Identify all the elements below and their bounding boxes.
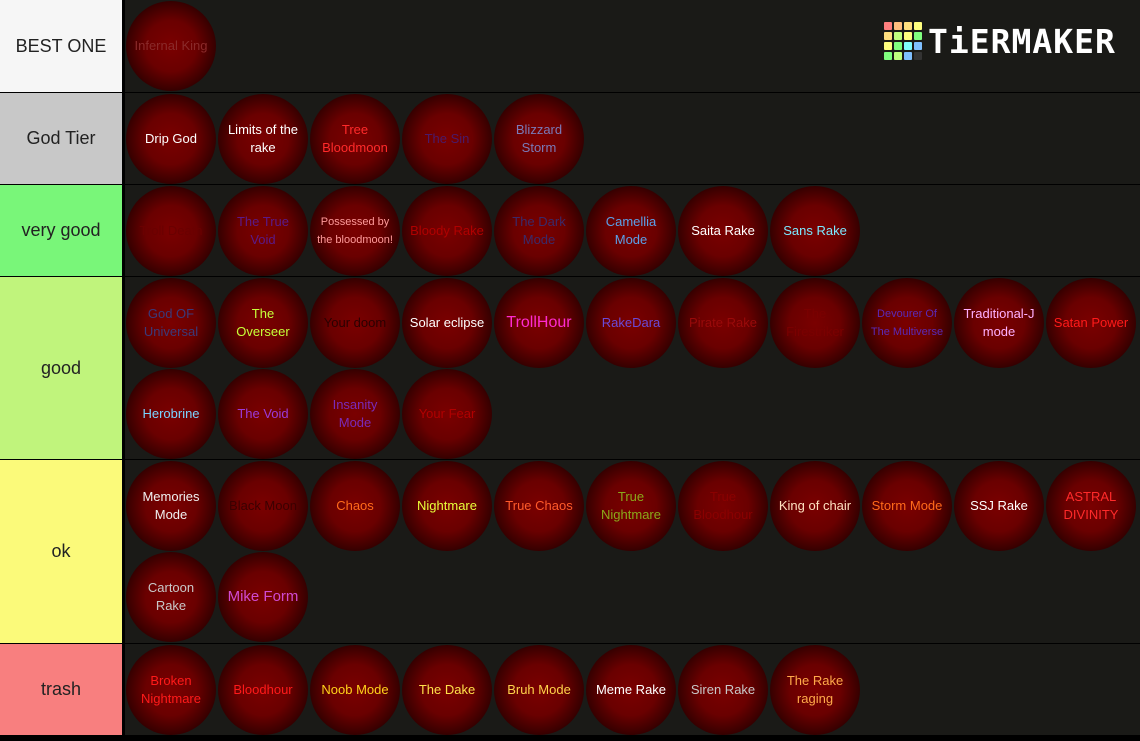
tier-item[interactable]: Limits of the rake xyxy=(218,94,308,184)
tier-row: ok Memories Mode Black Moon Chaos Nightmare T… xyxy=(0,460,1140,643)
tier-row: good God OF Universal The Overseer Your doo… xyxy=(0,277,1140,459)
tier-item[interactable]: SSJ Rake xyxy=(954,461,1044,551)
tier-item[interactable]: Infernal King xyxy=(126,1,216,91)
tiermaker-logo: TiERMAKER xyxy=(884,20,1116,62)
tier-item[interactable]: Black Moon xyxy=(218,461,308,551)
logo-grid-cell xyxy=(884,52,892,60)
tier-item[interactable]: The Overseer xyxy=(218,278,308,368)
tier-item[interactable]: RakeDara xyxy=(586,278,676,368)
tier-item[interactable]: The Dake xyxy=(402,645,492,735)
tier-row: trash Broken Nightmare Bloodhour Noob Mode T… xyxy=(0,644,1140,735)
logo-grid-cell xyxy=(914,32,922,40)
tier-item[interactable]: Your Fear xyxy=(402,369,492,459)
tier-row: BEST ONE Infernal King xyxy=(0,0,1140,92)
tier-item[interactable]: The Void xyxy=(218,369,308,459)
tier-item[interactable]: Saita Rake xyxy=(678,186,768,276)
logo-grid-cell xyxy=(904,42,912,50)
tier-label[interactable]: God Tier xyxy=(0,93,123,184)
tier-item[interactable]: Memories Mode xyxy=(126,461,216,551)
tier-items-area: Infernal King xyxy=(125,0,1140,92)
tier-item[interactable]: The Sin xyxy=(402,94,492,184)
logo-grid-cell xyxy=(884,42,892,50)
tier-item[interactable]: Mike Form xyxy=(218,552,308,642)
tier-item[interactable]: True Chaos xyxy=(494,461,584,551)
tier-item[interactable]: TrollHour xyxy=(494,278,584,368)
tier-item[interactable]: Tree Bloodmoon xyxy=(310,94,400,184)
tier-row: God Tier Drip God Limits of the rake Tree B… xyxy=(0,93,1140,184)
tier-item[interactable]: Traditional-J mode xyxy=(954,278,1044,368)
tier-items-area: Drip God Limits of the rake Tree Bloodmoon… xyxy=(125,93,1140,184)
tier-item[interactable]: Camellia Mode xyxy=(586,186,676,276)
logo-grid-cell xyxy=(904,32,912,40)
logo-grid-cell xyxy=(894,22,902,30)
logo-grid-cell xyxy=(904,52,912,60)
tier-item[interactable]: Herobrine xyxy=(126,369,216,459)
tier-label[interactable]: very good xyxy=(0,185,123,276)
logo-grid-cell xyxy=(884,32,892,40)
tier-item[interactable]: Sans Rake xyxy=(770,186,860,276)
tier-item[interactable]: The Rake raging xyxy=(770,645,860,735)
logo-grid-cell xyxy=(914,42,922,50)
tier-row: very good Troll Death The True Void Possess… xyxy=(0,185,1140,276)
tier-item[interactable]: The Firestriker xyxy=(770,278,860,368)
tier-items-area: Troll Death The True Void Possessed by the… xyxy=(125,185,1140,276)
tier-item[interactable]: God OF Universal xyxy=(126,278,216,368)
tier-item[interactable]: The True Void xyxy=(218,186,308,276)
tier-item[interactable]: Devourer Of The Multiverse xyxy=(862,278,952,368)
tier-item[interactable]: Pirate Rake xyxy=(678,278,768,368)
tier-items-area: Memories Mode Black Moon Chaos Nightmare Tru… xyxy=(125,460,1140,643)
tier-item[interactable]: Your doom xyxy=(310,278,400,368)
tier-item[interactable]: Nightmare xyxy=(402,461,492,551)
tier-label[interactable]: good xyxy=(0,277,123,459)
tier-label[interactable]: ok xyxy=(0,460,123,643)
logo-text: TiERMAKER xyxy=(928,21,1116,61)
logo-grid-cell xyxy=(894,42,902,50)
tier-item[interactable]: Blizzard Storm xyxy=(494,94,584,184)
tier-item[interactable]: True Bloodhour xyxy=(678,461,768,551)
tier-item[interactable]: Bloody Rake xyxy=(402,186,492,276)
tier-item[interactable]: Solar eclipse xyxy=(402,278,492,368)
logo-grid-cell xyxy=(884,22,892,30)
tier-item[interactable]: Chaos xyxy=(310,461,400,551)
tier-item[interactable]: Noob Mode xyxy=(310,645,400,735)
tier-items-area: God OF Universal The Overseer Your doom Sol… xyxy=(125,277,1140,459)
tier-item[interactable]: Satan Power xyxy=(1046,278,1136,368)
tier-item[interactable]: Bruh Mode xyxy=(494,645,584,735)
tier-label[interactable]: BEST ONE xyxy=(0,0,123,92)
tier-item[interactable]: Storm Mode xyxy=(862,461,952,551)
logo-grid-cell xyxy=(914,22,922,30)
tier-item[interactable]: Bloodhour xyxy=(218,645,308,735)
logo-grid-cell xyxy=(914,52,922,60)
tier-item[interactable]: Cartoon Rake xyxy=(126,552,216,642)
tier-item[interactable]: Meme Rake xyxy=(586,645,676,735)
logo-grid-cell xyxy=(904,22,912,30)
tier-item[interactable]: ASTRAL DIVINITY xyxy=(1046,461,1136,551)
tier-item[interactable]: Siren Rake xyxy=(678,645,768,735)
tier-item[interactable]: King of chair xyxy=(770,461,860,551)
logo-grid-icon xyxy=(884,22,922,60)
tier-item[interactable]: The Dark Mode xyxy=(494,186,584,276)
tier-item[interactable]: Insanity Mode xyxy=(310,369,400,459)
tier-item[interactable]: True Nightmare xyxy=(586,461,676,551)
logo-grid-cell xyxy=(894,32,902,40)
tier-label[interactable]: trash xyxy=(0,644,123,735)
tier-item[interactable]: Troll Death xyxy=(126,186,216,276)
tier-item[interactable]: Broken Nightmare xyxy=(126,645,216,735)
tier-item[interactable]: Drip God xyxy=(126,94,216,184)
tier-items-area: Broken Nightmare Bloodhour Noob Mode The Da… xyxy=(125,644,1140,735)
logo-grid-cell xyxy=(894,52,902,60)
tier-item[interactable]: Possessed by the bloodmoon! xyxy=(310,186,400,276)
